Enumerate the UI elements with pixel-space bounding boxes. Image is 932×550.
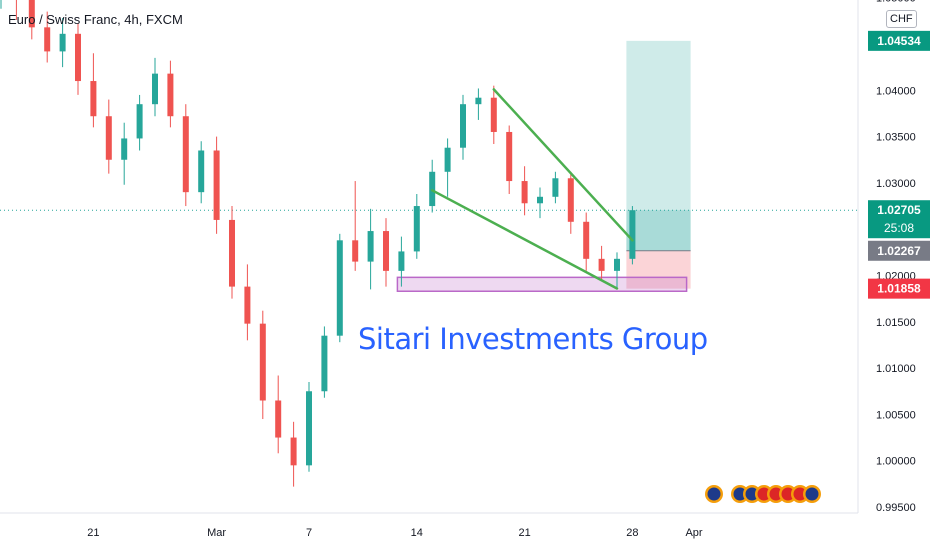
candle-body[interactable] <box>413 206 420 252</box>
candle-body[interactable] <box>152 73 158 105</box>
x-tick-label: 21 <box>518 527 530 539</box>
price-label-last[interactable] <box>868 200 930 239</box>
price-label-text-stop: 1.01858 <box>877 282 921 296</box>
candle-body[interactable] <box>614 258 620 271</box>
candle-body[interactable] <box>521 181 528 204</box>
candle-body[interactable] <box>244 286 251 324</box>
candle-body[interactable] <box>352 240 359 262</box>
candle-body[interactable] <box>290 437 297 466</box>
y-tick-label: 1.00500 <box>876 409 916 421</box>
candle-body[interactable] <box>198 150 205 193</box>
candle-body[interactable] <box>444 147 451 172</box>
y-tick-label: 0.99500 <box>876 502 916 514</box>
candle-body[interactable] <box>552 178 559 197</box>
x-tick-label: 14 <box>411 527 423 539</box>
candle-body[interactable] <box>121 138 128 160</box>
target-zone[interactable] <box>626 40 691 251</box>
candle-body[interactable] <box>259 323 266 401</box>
candle-body[interactable] <box>490 97 497 132</box>
candle-body[interactable] <box>28 0 35 28</box>
y-tick-label: 1.01500 <box>876 317 916 329</box>
event-icon[interactable] <box>733 487 747 501</box>
candle-body[interactable] <box>506 131 513 182</box>
event-icon[interactable] <box>707 487 721 501</box>
candle-body[interactable] <box>90 81 97 117</box>
candle-body[interactable] <box>567 178 574 222</box>
candle-body[interactable] <box>367 231 374 262</box>
y-tick-label: 1.03500 <box>876 132 916 144</box>
x-tick-label: 28 <box>626 527 638 539</box>
price-label-entry[interactable] <box>868 240 930 261</box>
watermark-text: Sitari Investments Group <box>358 322 708 356</box>
y-tick-label: 1.00000 <box>876 456 916 468</box>
chart-title: Euro / Swiss Franc, 4h, FXCM <box>8 12 183 27</box>
candle-body[interactable] <box>583 221 590 259</box>
y-tick-label: 1.04000 <box>876 85 916 97</box>
event-icon[interactable] <box>793 487 807 501</box>
candle-body[interactable] <box>475 97 482 105</box>
wedge-upper-line[interactable] <box>492 88 634 242</box>
candle-body[interactable] <box>213 150 220 220</box>
candle-body[interactable] <box>429 171 436 207</box>
candle-body[interactable] <box>182 116 189 193</box>
currency-button[interactable]: CHF <box>886 10 917 28</box>
countdown-text: 25:08 <box>884 221 914 235</box>
x-tick-label: 7 <box>306 527 312 539</box>
candle-body[interactable] <box>75 33 81 82</box>
y-tick-label: 1.05000 <box>876 0 916 5</box>
candle-body[interactable] <box>275 400 282 438</box>
event-icon[interactable] <box>805 487 819 501</box>
candle-body[interactable] <box>44 27 51 52</box>
event-icon[interactable] <box>769 487 783 501</box>
candle-body[interactable] <box>59 33 66 52</box>
x-tick-label: Apr <box>685 527 702 539</box>
event-icon[interactable] <box>757 487 771 501</box>
price-label-stop[interactable] <box>868 278 930 299</box>
candle-body[interactable] <box>460 104 466 148</box>
y-tick-label: 1.03000 <box>876 178 916 190</box>
y-tick-label: 1.01000 <box>876 363 916 375</box>
demand-zone[interactable] <box>396 276 688 292</box>
wedge-lower-line[interactable] <box>430 189 619 290</box>
candle-body[interactable] <box>598 258 605 271</box>
price-label-text-last: 1.02705 <box>877 203 921 217</box>
candle-body[interactable] <box>136 104 143 139</box>
price-label-text-target: 1.04534 <box>877 34 921 48</box>
candle-body[interactable] <box>537 196 543 204</box>
price-axis-panel[interactable] <box>858 0 932 550</box>
candle-body[interactable] <box>306 391 312 466</box>
candle-body[interactable] <box>629 210 636 259</box>
candle-body[interactable] <box>105 116 112 160</box>
candle-body[interactable] <box>167 73 174 117</box>
candle-body[interactable] <box>321 335 328 392</box>
candle-body[interactable] <box>336 240 343 336</box>
x-tick-label: Mar <box>207 527 226 539</box>
candle-body[interactable] <box>229 219 235 287</box>
price-label-target[interactable] <box>868 30 930 51</box>
event-icon[interactable] <box>781 487 795 501</box>
open-profit-zone <box>626 210 691 251</box>
candle-body[interactable] <box>383 231 389 271</box>
candle-body[interactable] <box>398 251 405 271</box>
stop-zone[interactable] <box>626 250 691 289</box>
price-label-text-entry: 1.02267 <box>877 244 921 258</box>
x-tick-label: 21 <box>87 527 99 539</box>
event-icon[interactable] <box>745 487 759 501</box>
